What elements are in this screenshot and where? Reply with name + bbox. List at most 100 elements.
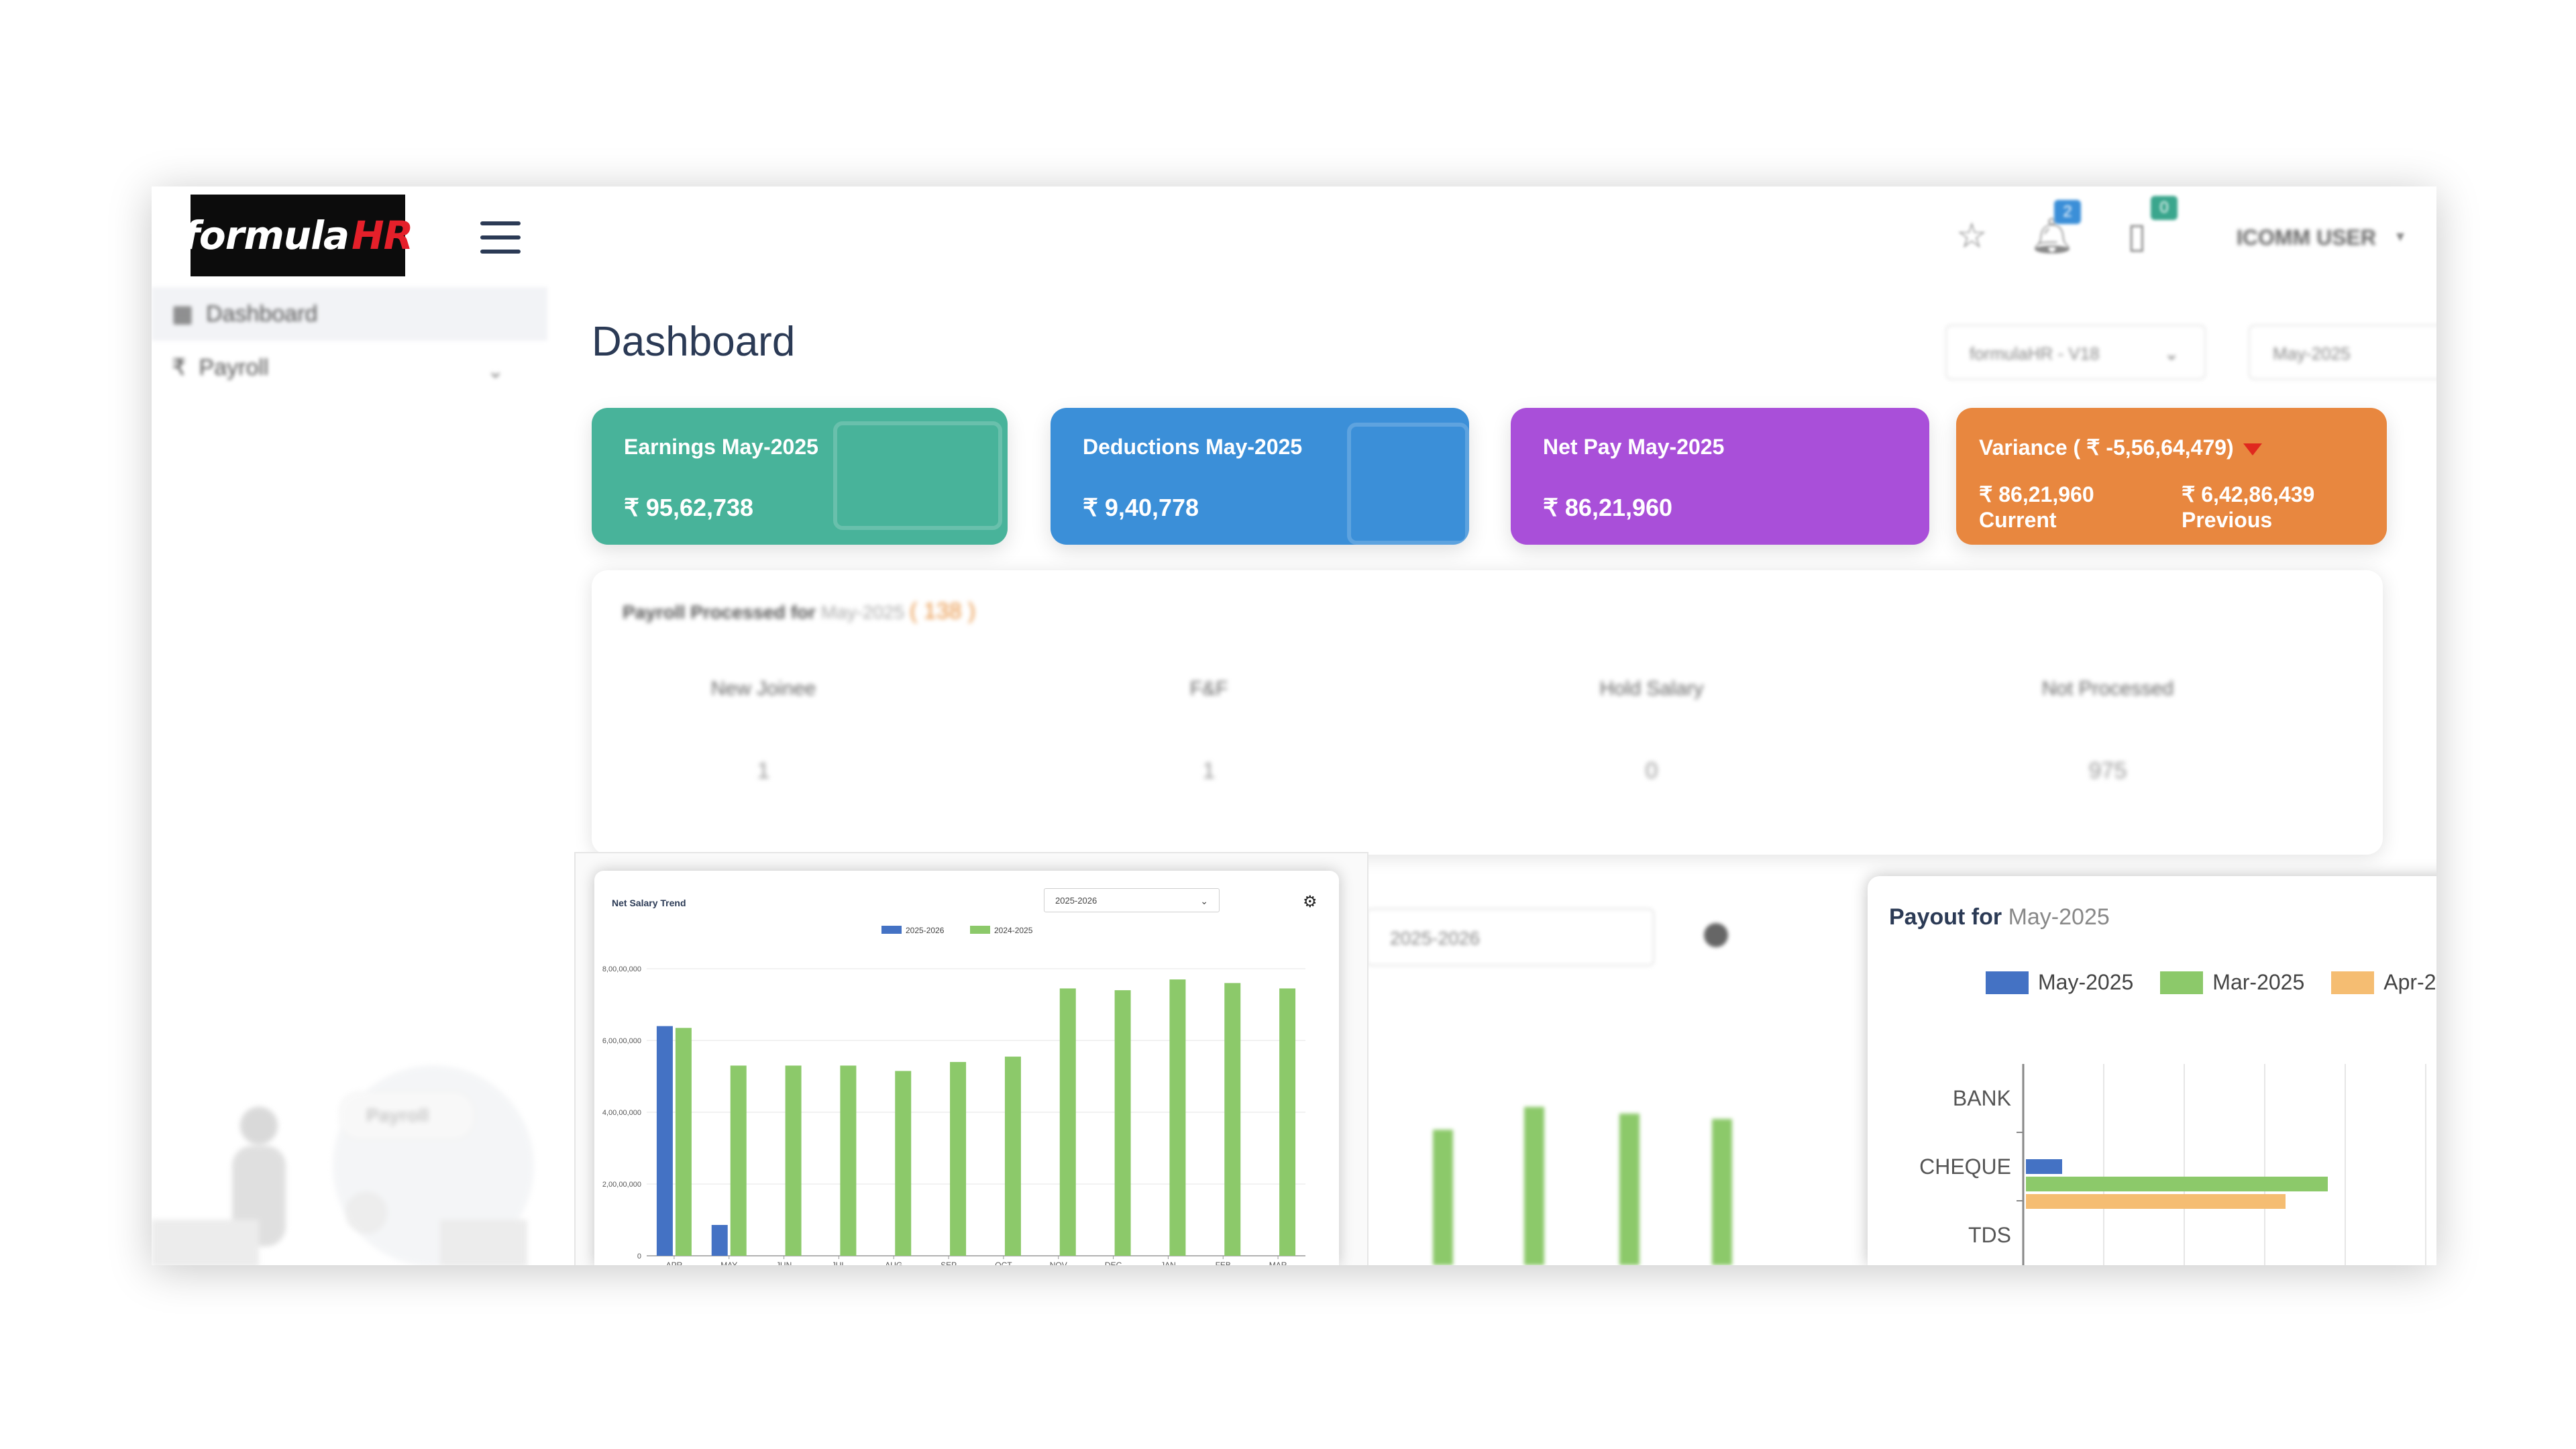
legend-item[interactable]: Apr-2025	[2331, 970, 2436, 995]
chevron-down-icon[interactable]: ▾	[2396, 227, 2405, 246]
formulahr-logo[interactable]: formula HR	[183, 195, 413, 276]
category-label: TDS	[1968, 1223, 2011, 1247]
company-select[interactable]: formulaHR - V18 ⌄	[1945, 325, 2206, 380]
app-window: formula HR ☆ 🔔︎ 2 ▯ 0 ICOMM USER ▾ ▦ Dash…	[152, 186, 2436, 1265]
variance-card[interactable]: Variance ( ₹ -5,56,64,479) ₹ 86,21,960 C…	[1956, 408, 2387, 545]
bell-icon[interactable]: 🔔︎	[2030, 217, 2075, 256]
payroll-illustration: Payroll	[152, 1065, 534, 1265]
category-label: CHEQUE	[1919, 1155, 2011, 1179]
chart-bar	[2026, 1177, 2328, 1191]
y-tick-label: 2,00,00,000	[602, 1181, 641, 1189]
stat-label: Not Processed	[2041, 678, 2174, 700]
processed-label: Payroll Processed for	[623, 602, 816, 623]
variance-previous: ₹ 6,42,86,439 Previous	[2182, 482, 2314, 533]
background-year-select-value: 2025-2026	[1390, 928, 1480, 949]
y-tick-label: 6,00,00,000	[602, 1037, 641, 1045]
chart-bar	[950, 1062, 967, 1256]
chart-bar	[675, 1028, 692, 1256]
stat-value[interactable]: 0	[1645, 758, 1658, 784]
year-select[interactable]: 2025-2026 ⌄	[1044, 888, 1220, 912]
x-tick-label: AUG	[885, 1260, 902, 1265]
previous-value: ₹ 6,42,86,439	[2182, 482, 2315, 506]
x-tick-label: JAN	[1161, 1260, 1176, 1265]
net-salary-trend-card: 0 2,00,00,000 4,00,00,000 6,00,00,000 8,00,0…	[594, 871, 1339, 1265]
page-title: Dashboard	[592, 319, 796, 365]
sidebar-item-payroll[interactable]: ₹ Payroll	[172, 354, 268, 381]
card-title: Net Pay May-2025	[1543, 435, 1725, 459]
chevron-down-icon: ⌄	[2164, 343, 2179, 364]
illustration-payroll-label: Payroll	[366, 1105, 429, 1126]
chevron-down-icon: ⌄	[1200, 896, 1208, 906]
net-salary-trend-chart: 0 2,00,00,000 4,00,00,000 6,00,00,000 8,00,0…	[602, 926, 1305, 1265]
x-tick-label: JUN	[776, 1260, 792, 1265]
bg-bar	[1619, 1114, 1640, 1265]
chart-bar	[895, 1071, 912, 1256]
variance-title: Variance ( ₹ -5,56,64,479)	[1979, 435, 2234, 460]
hamburger-menu-icon[interactable]	[480, 221, 521, 254]
stat-label: F&F	[1189, 678, 1228, 700]
legend-item[interactable]: May-2025	[1986, 970, 2133, 995]
x-tick-label: DEC	[1105, 1260, 1122, 1265]
user-menu[interactable]: ICOMM USER	[2237, 225, 2376, 250]
chart-bar	[1114, 990, 1131, 1256]
processed-count: ( 138 )	[909, 598, 976, 624]
stat-label: Hold Salary	[1599, 678, 1704, 700]
earnings-card[interactable]: Earnings May-2025 ₹ 95,62,738	[592, 408, 1008, 545]
calculator-icon	[1347, 423, 1469, 545]
chart-title: Net Salary Trend	[612, 898, 686, 908]
card-value: ₹ 95,62,738	[624, 494, 754, 521]
document-icon[interactable]: ▯	[2127, 217, 2147, 256]
logo-main-text: formula	[182, 213, 350, 258]
x-tick-label: MAY	[720, 1260, 737, 1265]
legend-swatch	[2331, 971, 2375, 994]
money-icon	[833, 421, 1002, 530]
legend-item[interactable]: Mar-2025	[2160, 970, 2304, 995]
top-header: formula HR ☆ 🔔︎ 2 ▯ 0 ICOMM USER ▾	[152, 186, 2436, 287]
chart-bar	[1169, 979, 1186, 1256]
chart-bar	[1059, 988, 1076, 1256]
legend-label: 2025-2026	[906, 926, 945, 935]
legend-swatch	[970, 926, 990, 934]
card-value: ₹ 86,21,960	[1543, 494, 1673, 521]
legend-swatch	[1986, 971, 2029, 994]
chart-bar	[2026, 1159, 2062, 1174]
card-title: Deductions May-2025	[1083, 435, 1303, 459]
company-select-value: formulaHR - V18	[1970, 343, 2100, 364]
current-label: Current	[1979, 508, 2057, 532]
gear-icon[interactable]	[1704, 923, 1728, 947]
chart-bar	[1004, 1057, 1021, 1256]
chart-bar	[656, 1026, 673, 1256]
sidebar-item-dashboard[interactable]: ▦ Dashboard	[152, 287, 547, 341]
payroll-processed-panel: Payroll Processed for May-2025 ( 138 ) N…	[592, 570, 2383, 855]
stat-value[interactable]: 1	[757, 758, 770, 784]
rupee-icon: ₹	[172, 355, 199, 380]
y-tick-label: 8,00,00,000	[602, 965, 641, 973]
card-title: Variance ( ₹ -5,56,64,479)	[1979, 435, 2262, 460]
logo-accent-text: HR	[352, 213, 413, 258]
stat-value[interactable]: 1	[1202, 758, 1216, 784]
x-tick-label: FEB	[1216, 1260, 1231, 1265]
chart-bar	[1279, 988, 1296, 1256]
payout-title-label: Payout for	[1889, 904, 2002, 930]
x-tick-label: OCT	[995, 1260, 1012, 1265]
gear-icon[interactable]: ⚙	[1303, 893, 1318, 911]
star-icon[interactable]: ☆	[1956, 217, 1988, 256]
legend-label: 2024-2025	[994, 926, 1033, 935]
notification-badge: 2	[2054, 200, 2081, 224]
stat-value[interactable]: 975	[2088, 758, 2127, 784]
chart-bar	[2026, 1194, 2286, 1209]
variance-current: ₹ 86,21,960 Current	[1979, 482, 2094, 533]
legend-label: May-2025	[2038, 970, 2134, 994]
chevron-down-icon[interactable]: ⌄	[487, 360, 504, 382]
sidebar-item-label: Dashboard	[206, 301, 318, 327]
card-value: ₹ 9,40,778	[1083, 494, 1199, 521]
netpay-card[interactable]: Net Pay May-2025 ₹ 86,21,960	[1511, 408, 1929, 545]
deductions-card[interactable]: Deductions May-2025 ₹ 9,40,778	[1051, 408, 1469, 545]
current-value: ₹ 86,21,960	[1979, 482, 2094, 506]
x-tick-label: JUL	[832, 1260, 847, 1265]
x-tick-label: MAR	[1269, 1260, 1287, 1265]
stat-label: New Joinee	[710, 678, 816, 700]
month-select[interactable]: May-2025 ⌄	[2249, 325, 2436, 380]
category-label: BANK	[1953, 1086, 2011, 1110]
chart-title: Payout for May-2025	[1889, 904, 2110, 930]
